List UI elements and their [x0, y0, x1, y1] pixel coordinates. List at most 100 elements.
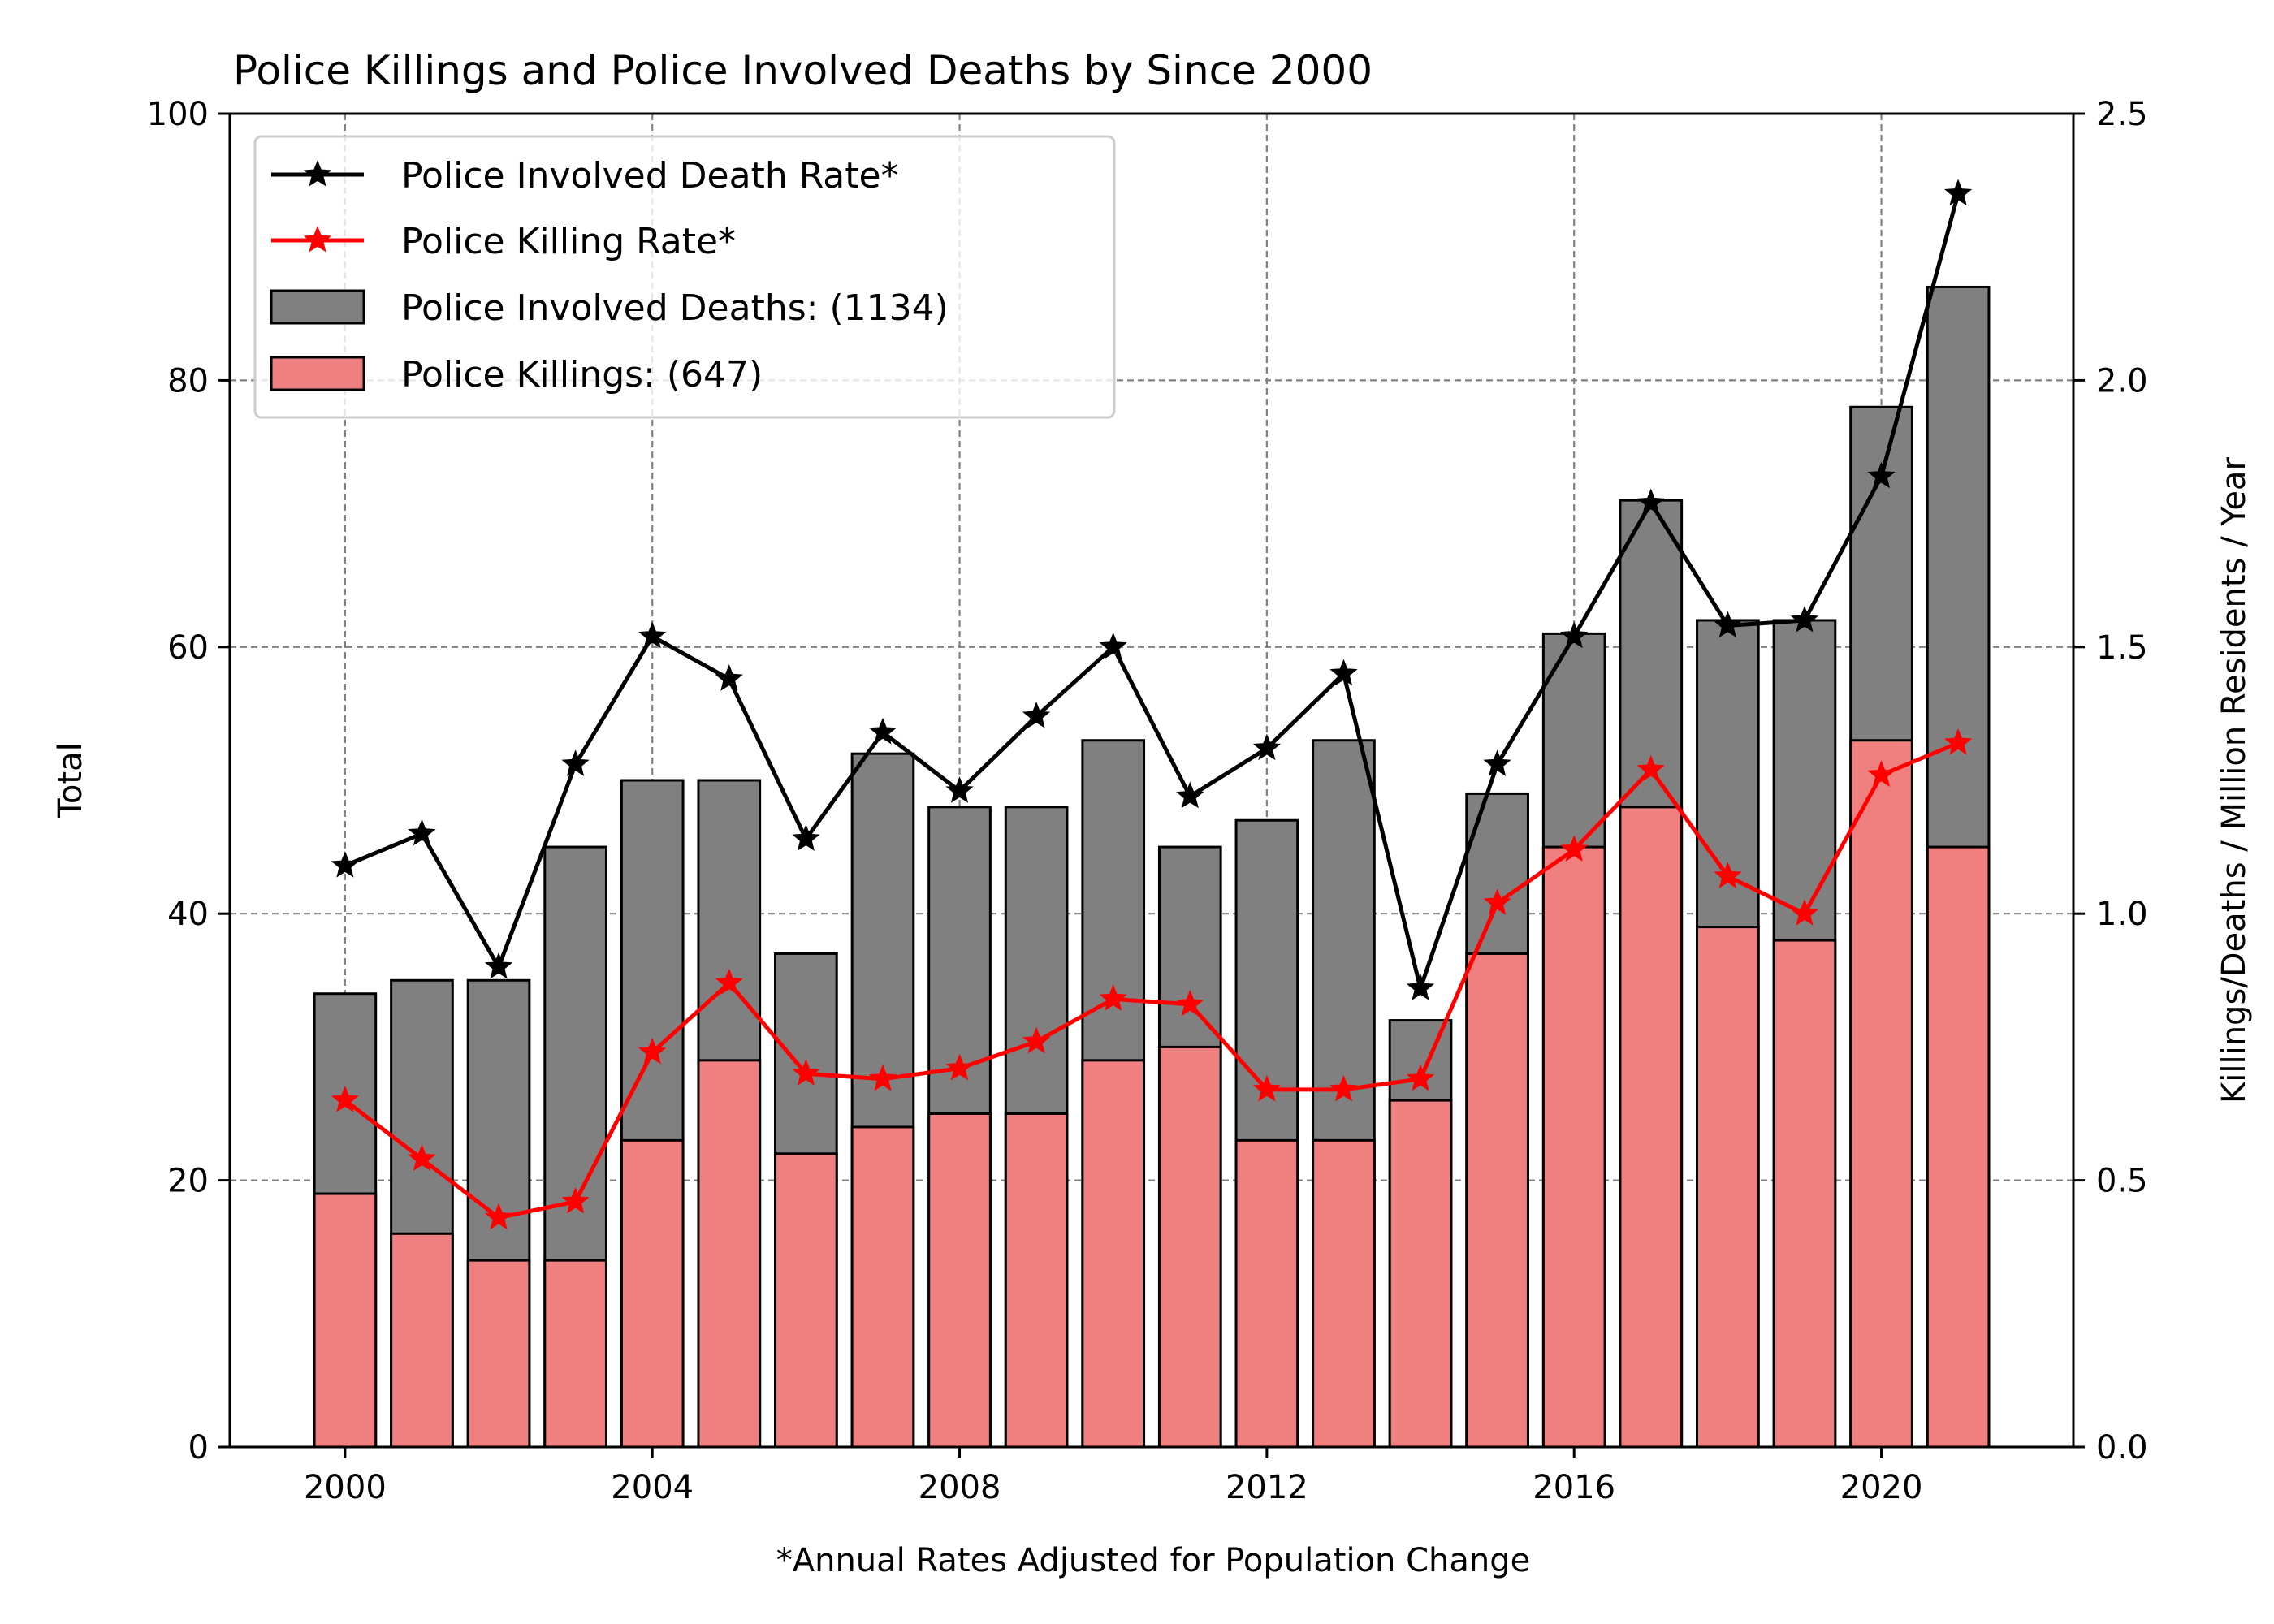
death-rate-marker — [1560, 621, 1589, 649]
bar-police-killings — [1004, 1112, 1069, 1449]
killing-rate-marker — [1560, 835, 1589, 862]
killing-rate-marker — [484, 1203, 513, 1230]
ticks: 2000 2004 2008 2012 2016 2020 0 20 40 60 80 100 0.0 0… — [147, 96, 2148, 1506]
death-rate-marker — [1406, 974, 1435, 1000]
death-rate-marker — [561, 749, 590, 776]
death-rate-marker — [1099, 632, 1127, 659]
death-rate-marker — [1867, 461, 1896, 489]
death-rate-marker — [945, 776, 974, 803]
legend-label: Police Involved Deaths: (1134) — [401, 287, 949, 329]
lines — [331, 179, 1973, 1230]
killing-rate-marker — [1099, 984, 1127, 1011]
death-rate-marker — [1329, 659, 1358, 686]
killing-rate-marker — [1406, 1064, 1435, 1091]
killing-rate-marker — [1636, 754, 1665, 782]
bar-police-killings — [1696, 926, 1760, 1449]
death-rate-marker — [1943, 179, 1973, 206]
killing-rate-marker — [1252, 1074, 1282, 1102]
legend-box — [253, 135, 1116, 419]
death-rate-marker — [1790, 605, 1819, 633]
killing-rate-marker — [1176, 989, 1204, 1017]
legend-police-killings-swatch — [270, 356, 365, 391]
y-tick-label: 60 — [167, 629, 209, 667]
bar-police-killings — [1926, 845, 1991, 1449]
bar-police-killings — [1541, 845, 1606, 1449]
death-rate-marker — [408, 818, 436, 846]
plot-frame — [228, 112, 2075, 1449]
x-tick-label: 2008 — [919, 1469, 1001, 1506]
killing-rate-marker — [1790, 899, 1819, 926]
y2-tick-label: 2.5 — [2096, 96, 2148, 133]
killing-rate-marker — [945, 1053, 974, 1081]
legend-label: Police Killing Rate* — [401, 221, 736, 262]
bars — [313, 285, 1991, 1449]
y-tick-label: 80 — [167, 362, 209, 400]
y-tick-label: 100 — [147, 96, 209, 133]
killing-rate-marker — [868, 1064, 897, 1091]
killing-rate-marker — [331, 1086, 360, 1112]
legend-police-involved-deaths-swatch — [270, 289, 365, 325]
death-rate-marker — [1636, 488, 1665, 516]
bar-police-killings — [1388, 1099, 1453, 1449]
bar-police-killings — [1312, 1138, 1376, 1449]
x-tick-label: 2012 — [1226, 1469, 1308, 1506]
bar-police-killings — [313, 1192, 378, 1449]
death-rate-marker — [1022, 702, 1051, 728]
x-axis-label: *Annual Rates Adjusted for Population Ch… — [776, 1542, 1531, 1579]
y-axis-label: Total — [52, 742, 89, 818]
bar-police-killings — [543, 1259, 607, 1449]
killing-rate-marker — [1329, 1074, 1358, 1102]
x-tick-label: 2000 — [304, 1469, 387, 1506]
legend: Police Involved Death Rate* Police Killin… — [253, 135, 1116, 419]
bar-police-killings — [697, 1059, 762, 1449]
bar-police-killings — [1234, 1138, 1299, 1449]
bar-police-killings — [1157, 1045, 1222, 1449]
killing-rate-marker — [715, 968, 743, 996]
killing-rate-marker — [638, 1037, 667, 1065]
death-rate-marker — [638, 621, 667, 649]
killing-rate-line — [344, 741, 1960, 1220]
y2-tick-label: 0.5 — [2096, 1163, 2148, 1200]
killing-rate-marker — [1867, 760, 1896, 788]
y-tick-label: 20 — [167, 1163, 209, 1200]
death-rate-marker — [1483, 749, 1511, 776]
killing-rate-marker — [1943, 728, 1973, 755]
bar-police-killings — [1849, 739, 1913, 1449]
killing-rate-marker — [408, 1144, 436, 1171]
death-rate-marker — [1714, 611, 1742, 638]
killing-rate-marker — [792, 1059, 820, 1086]
death-rate-marker — [1252, 733, 1282, 761]
bar-police-killings — [1465, 952, 1529, 1449]
killing-rate-marker — [1714, 862, 1742, 888]
y-tick-label: 0 — [188, 1429, 209, 1466]
death-rate-line — [344, 192, 1961, 991]
bar-police-killings — [774, 1152, 838, 1449]
death-rate-marker — [792, 824, 820, 851]
killing-rate-marker — [1022, 1026, 1051, 1054]
bar-police-killings — [1081, 1059, 1146, 1449]
bar-police-killings — [1772, 939, 1837, 1449]
death-rate-marker — [484, 952, 513, 979]
x-tick-label: 2016 — [1533, 1469, 1615, 1506]
y2-tick-label: 1.5 — [2096, 629, 2148, 667]
legend-label: Police Involved Death Rate* — [401, 155, 899, 197]
death-rate-marker — [868, 717, 897, 745]
bar-police-killings — [927, 1112, 992, 1449]
x-tick-label: 2020 — [1840, 1469, 1923, 1506]
y2-tick-label: 1.0 — [2096, 896, 2148, 933]
legend-death-rate-marker — [303, 159, 332, 187]
bar-police-killings — [850, 1125, 915, 1449]
bar-police-killings — [390, 1232, 454, 1449]
bar-police-killings — [466, 1259, 531, 1449]
y2-tick-label: 0.0 — [2096, 1429, 2148, 1466]
chart-title: Police Killings and Police Involved Deat… — [233, 47, 1373, 94]
bar-police-killings — [620, 1138, 685, 1449]
y2-axis-label: Killings/Deaths / Million Residents / Ye… — [2216, 456, 2253, 1104]
legend-label: Police Killings: (647) — [401, 354, 763, 395]
y2-tick-label: 2.0 — [2096, 362, 2148, 400]
killing-rate-marker — [1483, 888, 1511, 915]
death-rate-marker — [715, 664, 743, 691]
bar-police-killings — [1619, 806, 1684, 1449]
legend-killing-rate-marker — [303, 225, 332, 253]
